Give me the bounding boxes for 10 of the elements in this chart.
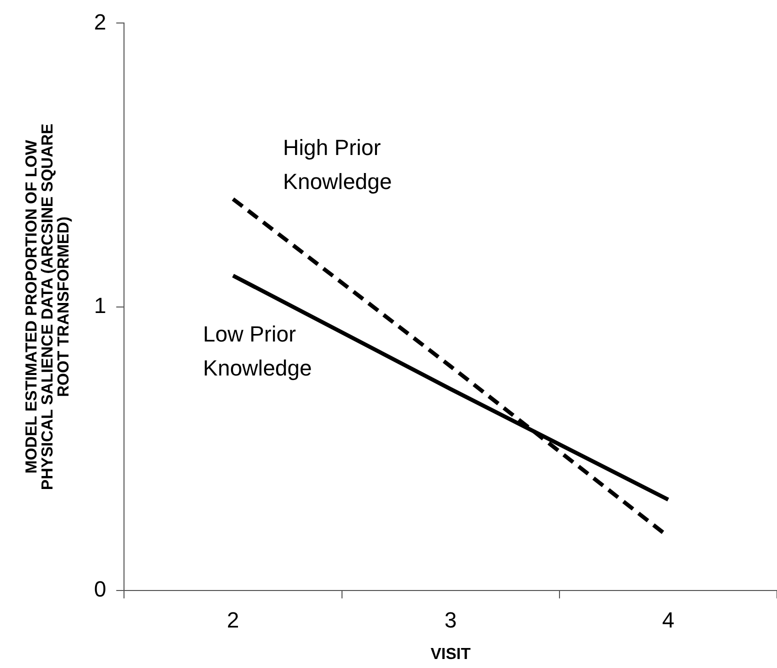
y-tick-label: 1 (94, 292, 106, 318)
y-axis-title: MODEL ESTIMATED PROPORTION OF LOW PHYSICAL SALIENCE DATA (ARCSINE SQUARE ROOT TRANSFORMED) (23, 123, 72, 490)
x-axis-title: VISIT (430, 646, 471, 663)
series-label: Low Prior Knowledge (203, 322, 312, 381)
y-tick-label: 0 (94, 576, 106, 602)
x-tick-label: 3 (444, 608, 457, 633)
x-tick-label: 2 (226, 608, 240, 633)
y-tick-label: 2 (94, 9, 106, 34)
series-label: High Prior Knowledge (283, 135, 392, 194)
x-tick-label: 4 (662, 608, 674, 633)
